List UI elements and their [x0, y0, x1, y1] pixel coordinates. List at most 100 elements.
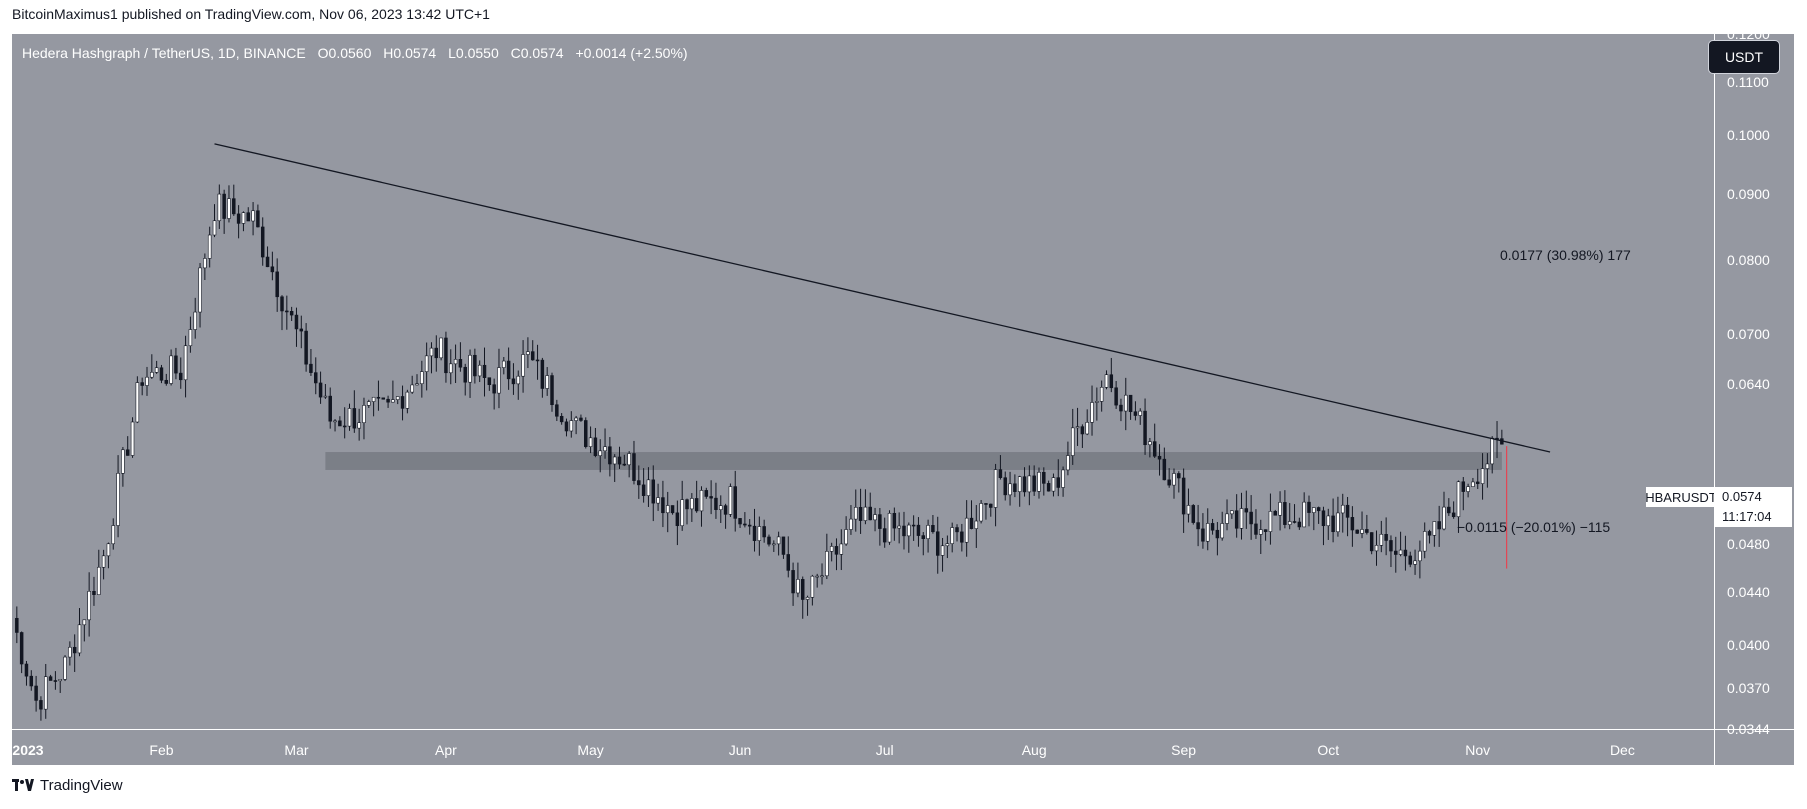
candle-up	[1268, 511, 1273, 532]
candle-down	[1475, 481, 1480, 484]
candle-up	[395, 396, 400, 400]
candle-up	[974, 520, 979, 529]
price-tick-label: 0.1100	[1727, 74, 1769, 91]
candle-down	[265, 256, 270, 268]
candle-down	[458, 359, 463, 368]
candle-up	[569, 420, 574, 432]
chart-plot-area[interactable]: Hedera Hashgraph / TetherUS, 1D, BINANCE…	[12, 34, 1717, 729]
candle-down	[670, 505, 675, 514]
candle-down	[463, 366, 467, 383]
price-tick-label: 0.0900	[1727, 186, 1770, 203]
candle-down	[661, 497, 665, 514]
currency-button[interactable]: USDT	[1708, 40, 1780, 74]
last-price: 0.0574	[1722, 489, 1762, 504]
price-axis[interactable]: 0.1200 0.1100 0.1000 0.0900 0.0800 0.0700 0.06…	[1714, 26, 1795, 737]
candle-down	[1249, 511, 1253, 525]
candle-down	[564, 421, 569, 432]
candle-up	[333, 420, 337, 423]
candle-down	[294, 314, 299, 330]
candle-up	[415, 383, 419, 386]
price-tick-label: 0.1200	[1727, 26, 1770, 42]
candle-up	[227, 198, 231, 219]
time-tick-label: Apr	[435, 742, 457, 758]
candle-down	[39, 700, 43, 710]
candle-up	[897, 525, 901, 529]
axis-corner	[1714, 729, 1795, 766]
candle-down	[1273, 511, 1277, 516]
candle-up	[1070, 427, 1075, 456]
candle-down	[444, 337, 448, 374]
candle-down	[786, 554, 791, 571]
candle-down	[1307, 501, 1311, 513]
candle-down	[752, 525, 757, 541]
candle-down	[1283, 502, 1287, 525]
candle-down	[1331, 515, 1335, 533]
candle-up	[526, 351, 530, 355]
candle-up	[1418, 550, 1422, 562]
candle-down	[1350, 517, 1355, 531]
candle-up	[1374, 545, 1379, 552]
candle-down	[540, 359, 545, 389]
candle-up	[1051, 477, 1056, 492]
candle-up	[887, 512, 892, 543]
candle-down	[352, 408, 357, 429]
candle-up	[1490, 437, 1494, 465]
candle-up	[212, 220, 217, 236]
candle-down	[1162, 458, 1167, 481]
candle-down	[179, 372, 183, 381]
candle-up	[367, 401, 371, 406]
candle-down	[723, 505, 728, 515]
candle-down	[1056, 477, 1061, 488]
legend-close: 0.0574	[520, 45, 564, 61]
candle-down	[535, 359, 540, 362]
candle-down	[314, 372, 318, 384]
footer: TradingView	[12, 777, 123, 794]
candle-down	[487, 377, 492, 385]
candle-up	[1090, 402, 1094, 423]
candle-up	[82, 619, 87, 626]
candle-down	[1437, 521, 1441, 530]
candle-down	[29, 675, 34, 687]
chart-frame[interactable]: Hedera Hashgraph / TetherUS, 1D, BINANCE…	[12, 26, 1795, 766]
candle-up	[121, 449, 125, 474]
candle-down	[632, 453, 636, 481]
measure-down-label: −0.0115 (−20.01%) −115	[1457, 519, 1611, 535]
candle-up	[439, 337, 443, 359]
tv-logo-icon	[12, 778, 34, 791]
candle-down	[1321, 510, 1326, 527]
candle-up	[1066, 455, 1070, 471]
candle-down	[1345, 504, 1350, 518]
candle-up	[323, 395, 328, 398]
candle-down	[608, 446, 612, 465]
candle-down	[140, 382, 144, 386]
candle-down	[299, 328, 304, 332]
candle-down	[1384, 533, 1388, 541]
candle-down	[651, 479, 656, 504]
candle-up	[849, 518, 853, 530]
legend-high: 0.0574	[393, 45, 437, 61]
price-tick-label: 0.0640	[1727, 375, 1770, 392]
price-tick-label: 0.1000	[1727, 127, 1770, 144]
candle-up	[1466, 486, 1470, 492]
candle-down	[641, 484, 646, 496]
legend-open: 0.0560	[328, 45, 372, 61]
candle-down	[492, 384, 496, 394]
price-tick-label: 0.0700	[1727, 325, 1770, 342]
candle-up	[699, 490, 704, 512]
candle-down	[386, 398, 390, 403]
candle-up	[1398, 549, 1403, 555]
candle-down	[550, 375, 554, 406]
candle-up	[77, 624, 82, 654]
candle-up	[371, 396, 376, 402]
candle-down	[1215, 529, 1220, 539]
candle-up	[1287, 521, 1292, 525]
candle-down	[1196, 522, 1200, 530]
candle-down	[714, 497, 718, 510]
legend-high-label: H	[383, 45, 394, 61]
candle-down	[256, 210, 260, 228]
candle-down	[1292, 521, 1297, 523]
time-axis[interactable]: 2023 Feb Mar Apr May Jun Jul Aug Sep Oct Nov Dec	[12, 729, 1714, 766]
candle-up	[362, 405, 366, 423]
candle-up	[449, 363, 453, 374]
candle-down	[275, 271, 279, 298]
